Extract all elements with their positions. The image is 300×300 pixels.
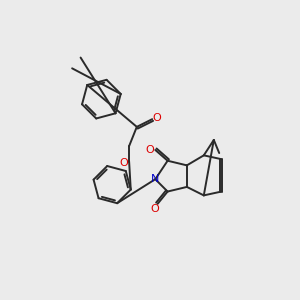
Text: O: O [152, 113, 161, 123]
Text: O: O [150, 204, 159, 214]
Text: O: O [119, 158, 128, 168]
Text: O: O [146, 145, 154, 155]
Text: N: N [151, 174, 160, 184]
